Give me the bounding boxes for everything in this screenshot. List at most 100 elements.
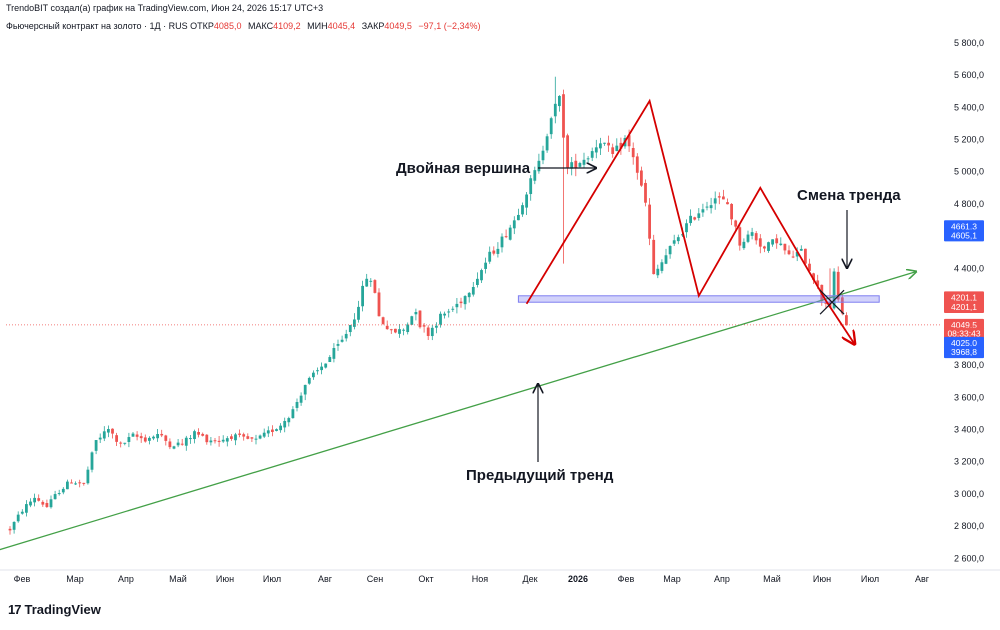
candle-body [135,434,139,437]
candle-body [783,243,787,251]
candle-body [660,262,664,271]
candle-body [406,324,410,333]
tradingview-logo[interactable]: 17 TradingView [8,602,101,617]
candle-body [750,232,754,236]
candle-body [496,248,500,254]
previous-trend-line [0,272,916,551]
candle-body [37,498,41,501]
y-tick-label: 3 600,0 [954,392,984,402]
annotation-previous-trend: Предыдущий тренд [466,467,614,484]
low-label: МИН [307,21,328,31]
candle-body [230,436,233,439]
candle-body [430,327,434,337]
candle-body [246,436,250,439]
candle-body [730,203,733,220]
candle-body [664,255,668,264]
candle-body [615,145,619,152]
candle-body [131,433,135,437]
candle-body [402,329,405,331]
candle-body [471,286,475,295]
tradingview-logo-icon: 17 [8,602,22,617]
price-tag-label: 3968,8 [951,347,977,357]
candle-body [254,438,258,440]
price-tag-box [944,327,984,340]
candle-body [656,268,660,276]
candle-body [685,223,688,233]
candle-body [394,328,397,333]
x-tick-label: Апр [118,574,134,584]
x-tick-label: Окт [418,574,433,584]
candle-body [20,511,24,514]
candle-body [139,436,143,439]
candle-body [221,439,225,442]
candle-body [824,302,828,304]
candle-body [500,236,504,248]
candle-body [377,292,381,317]
candle-body [234,434,237,441]
candle-body [541,150,545,161]
candle-body [324,363,328,368]
candle-body [533,170,537,181]
candle-body [78,482,82,484]
double-top-pattern [525,98,855,344]
candle-body [619,142,623,149]
candle-body [353,319,356,327]
candle-body [558,95,561,107]
candle-body [283,420,287,428]
price-tag-label: 4661,3 [951,221,977,231]
candle-body [217,440,221,442]
candle-body [722,196,725,200]
candle-body [180,443,184,445]
candle-body [344,333,348,339]
y-tick-label: 5 600,0 [954,70,984,80]
candle-body [8,528,12,531]
price-tag-label: 4025,0 [951,338,977,348]
candle-body [336,344,340,346]
x-tick-label: Сен [367,574,384,584]
candle-body [287,418,291,423]
candle-body [422,325,426,327]
candle-body [787,250,791,255]
x-tick-label: Июл [861,574,879,584]
candle-body [328,357,332,363]
header-credit: TrendoBIT создал(а) график на TradingVie… [6,3,324,13]
candle-body [86,469,90,484]
candle-body [414,312,418,315]
candle-body [66,481,69,490]
y-tick-label: 3 400,0 [954,424,984,434]
candle-body [570,162,574,169]
candle-body [758,238,762,247]
candle-body [672,240,676,244]
candle-body [492,250,496,254]
candle-body [74,483,77,485]
open-value: 4085,0 [213,21,242,31]
candle-body [611,147,615,154]
candle-body [447,311,451,313]
y-tick-label: 4 400,0 [954,263,984,273]
candle-body [795,251,799,257]
candle-body [49,499,53,508]
candle-body [763,246,766,249]
candle-body [365,278,369,287]
candle-body [840,297,844,314]
candle-body [295,401,299,408]
candle-body [94,440,98,451]
candle-body [312,372,315,378]
annotation-trend-change: Смена тренда [797,187,901,204]
candle-body [172,446,176,449]
candle-body [16,514,20,522]
candle-body [250,437,254,439]
y-tick-label: 4 800,0 [954,199,984,209]
candle-body [242,434,246,437]
close-label: ЗАКР [361,21,385,31]
symbol-name[interactable]: Фьючерсный контракт на золото · 1Д · RUS [6,21,188,31]
candle-body [61,488,65,493]
candle-body [90,452,94,470]
candle-body [463,296,467,305]
candle-body [389,329,393,331]
price-tag-label: 08:33:43 [947,329,980,339]
candle-body [476,278,479,285]
y-tick-label: 5 800,0 [954,38,984,48]
candle-body [742,241,746,249]
